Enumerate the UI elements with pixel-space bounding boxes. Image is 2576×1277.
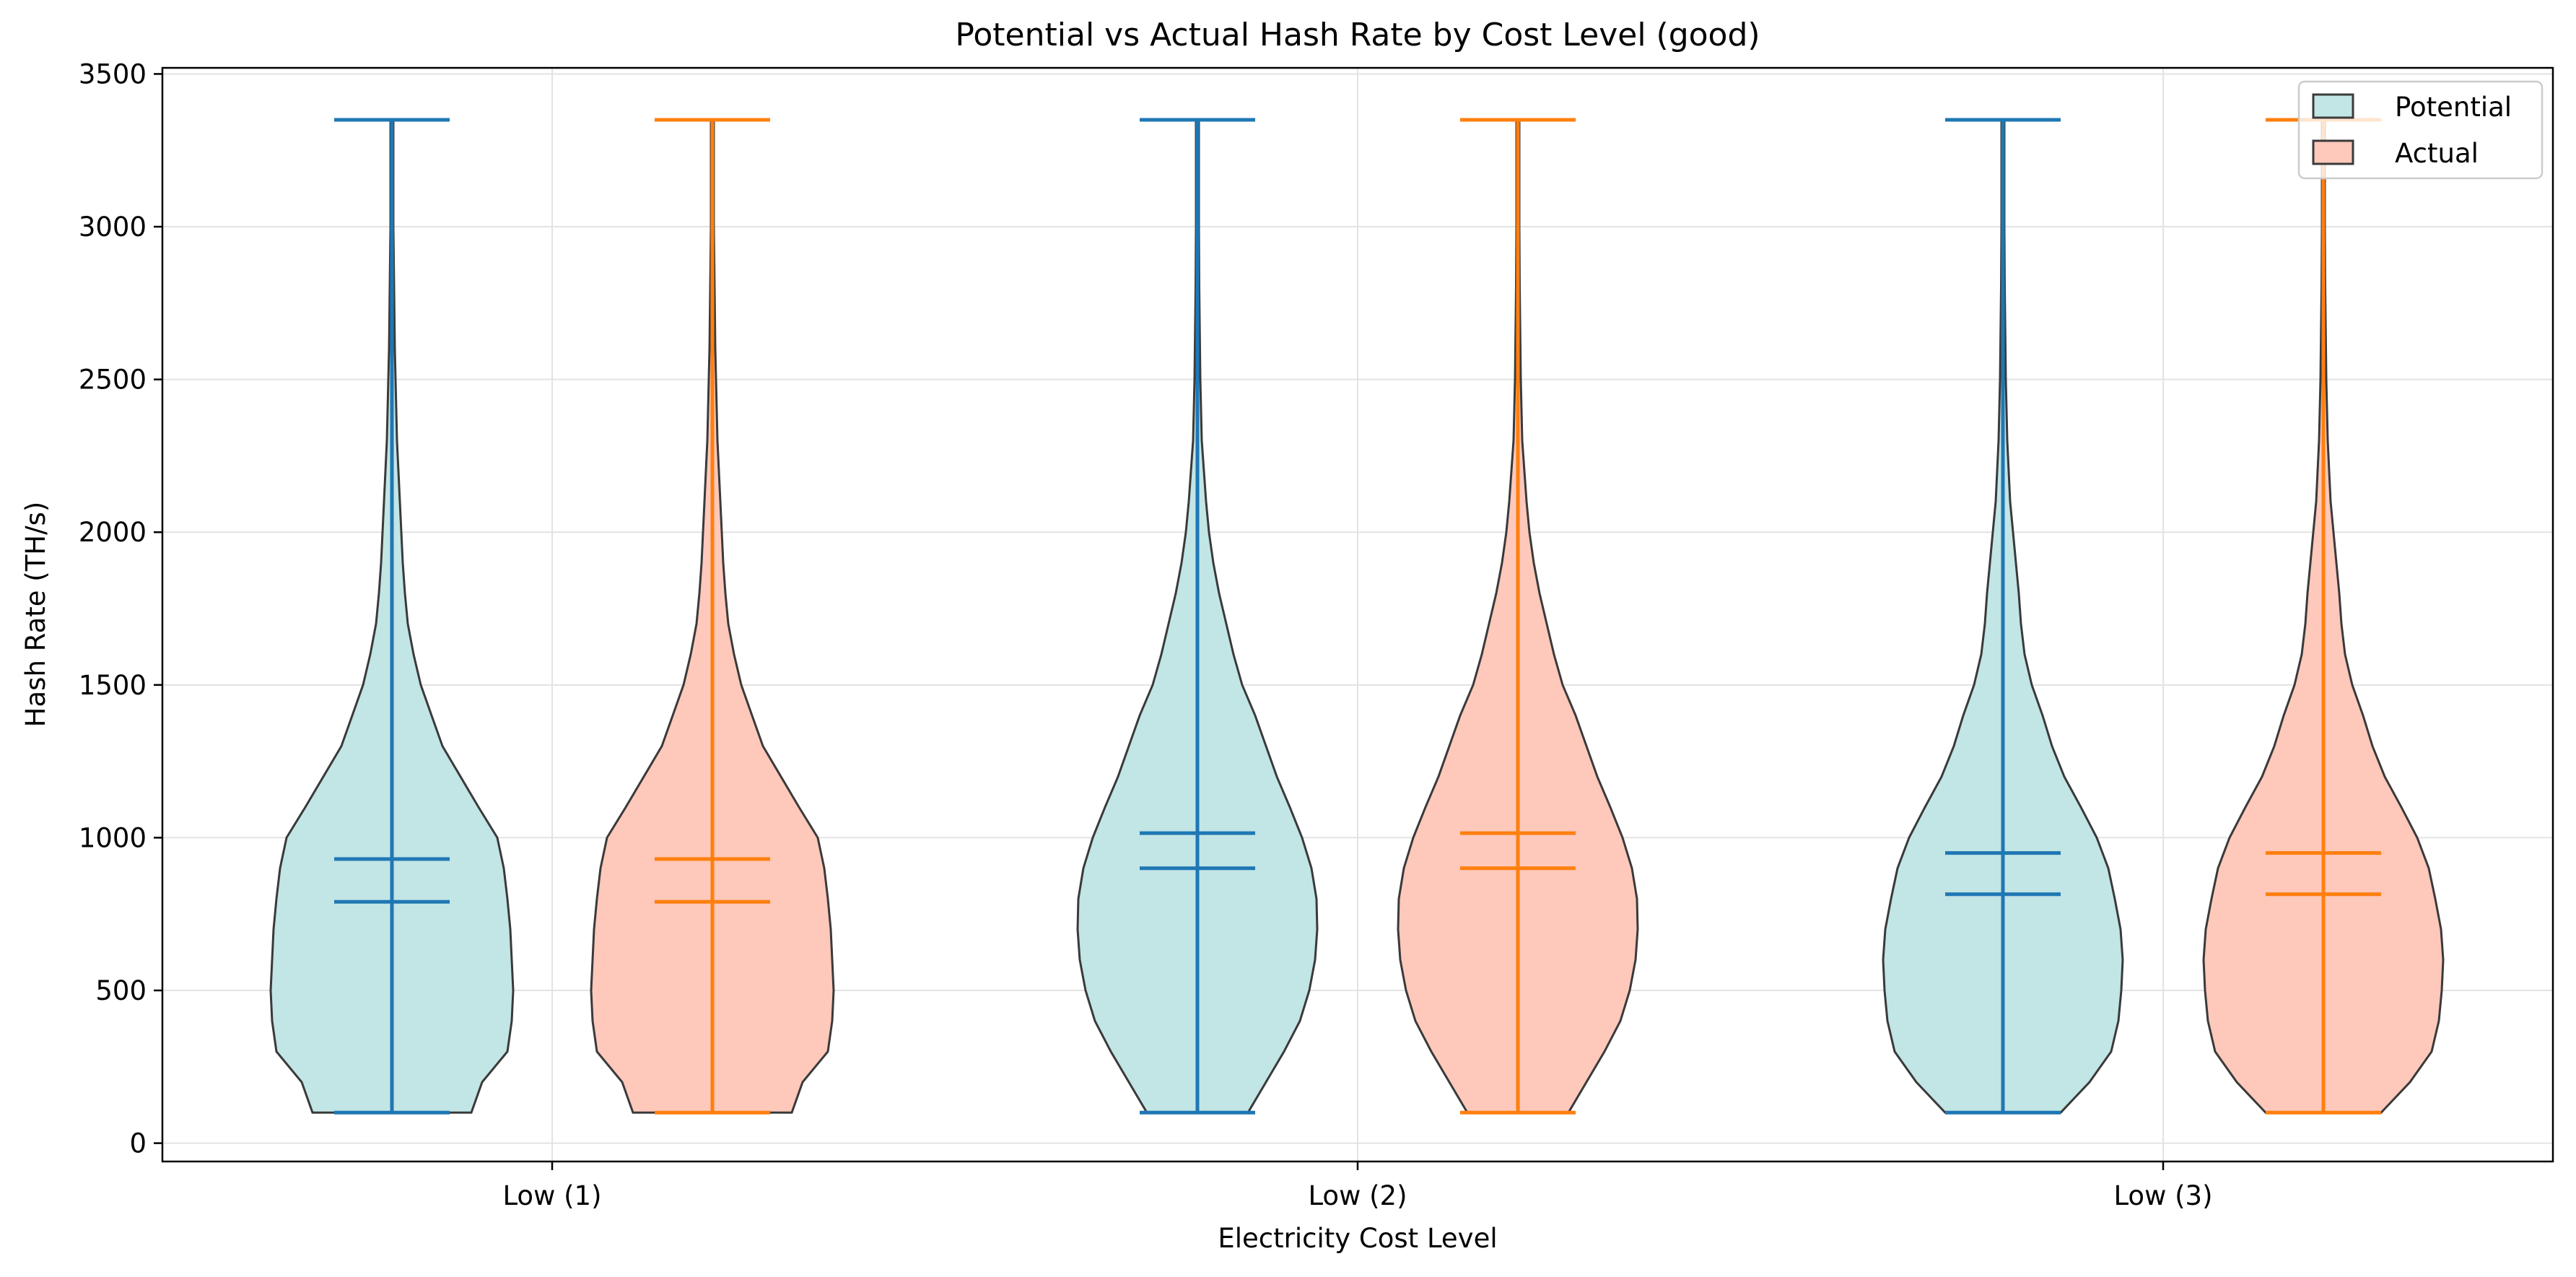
legend: Potential Actual — [2297, 80, 2544, 180]
x-tick-label: Low (1) — [502, 1180, 601, 1211]
y-tick-label: 500 — [95, 975, 147, 1006]
y-tick-label: 2500 — [79, 365, 147, 396]
legend-swatch-potential — [2312, 93, 2354, 119]
x-tick-label: Low (2) — [1308, 1180, 1407, 1211]
x-tick-label: Low (3) — [2113, 1180, 2212, 1211]
legend-swatch-actual — [2312, 139, 2354, 165]
y-tick-label: 0 — [129, 1128, 147, 1159]
violin-layer — [269, 118, 2445, 1115]
legend-label-actual: Actual — [2395, 138, 2479, 169]
legend-frame — [2297, 80, 2544, 180]
grid-layer — [162, 68, 2553, 1161]
tick-layer: 0 500 1000 1500 2000 2500 3000 3500 Low (1) Low (… — [79, 58, 2213, 1211]
y-tick-label: 1500 — [79, 670, 147, 701]
y-tick-label: 2000 — [79, 517, 147, 548]
y-axis-label: Hash Rate (TH/s) — [20, 502, 51, 728]
y-tick-label: 3000 — [79, 212, 147, 243]
legend-label-potential: Potential — [2395, 92, 2512, 123]
y-tick-label: 1000 — [79, 822, 147, 853]
chart-title: Potential vs Actual Hash Rate by Cost Le… — [955, 17, 1760, 53]
x-axis-label: Electricity Cost Level — [1218, 1223, 1497, 1254]
y-tick-label: 3500 — [79, 58, 147, 90]
